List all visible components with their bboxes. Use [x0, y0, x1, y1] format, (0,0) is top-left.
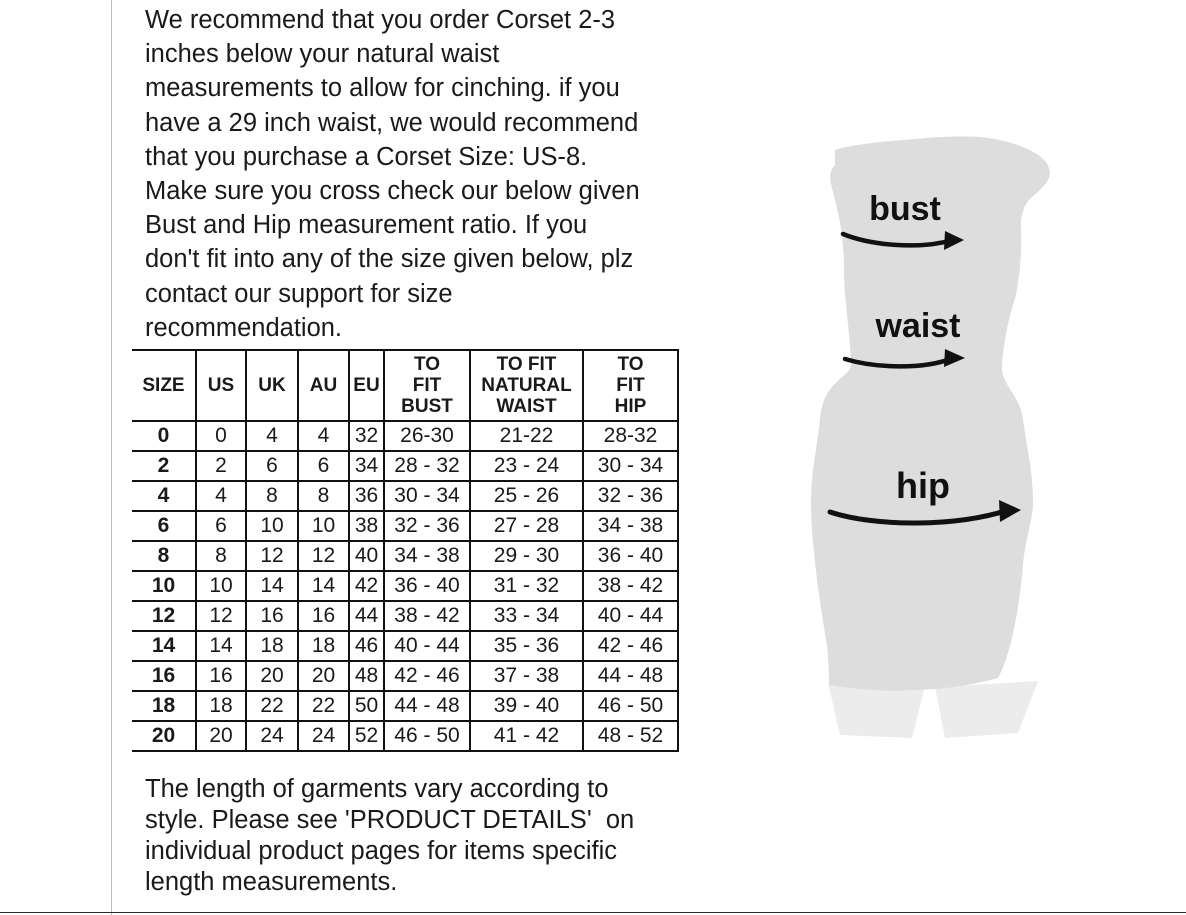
- svg-text:hip: hip: [896, 465, 950, 506]
- svg-text:bust: bust: [869, 190, 941, 228]
- svg-text:waist: waist: [874, 307, 960, 345]
